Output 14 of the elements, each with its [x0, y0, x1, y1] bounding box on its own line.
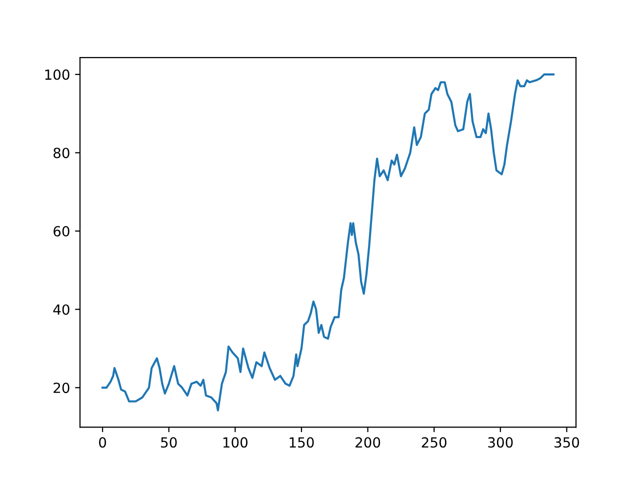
x-tick-label: 300	[488, 437, 513, 448]
x-tick-label: 0	[99, 437, 106, 448]
x-tick-label: 250	[422, 437, 446, 448]
line-series	[102, 73, 554, 412]
y-tick-label: 40	[53, 304, 70, 315]
x-tick-label: 150	[290, 437, 314, 448]
x-tick-label: 200	[356, 437, 380, 448]
y-tick-label: 80	[54, 148, 70, 158]
x-tick-label: 100	[223, 437, 248, 448]
y-tick-label: 100	[45, 69, 70, 80]
y-tick-label: 20	[54, 382, 70, 394]
x-tick-label: 350	[554, 437, 580, 448]
y-tick-label: 60	[54, 226, 70, 237]
x-tick-label: 50	[161, 437, 177, 448]
